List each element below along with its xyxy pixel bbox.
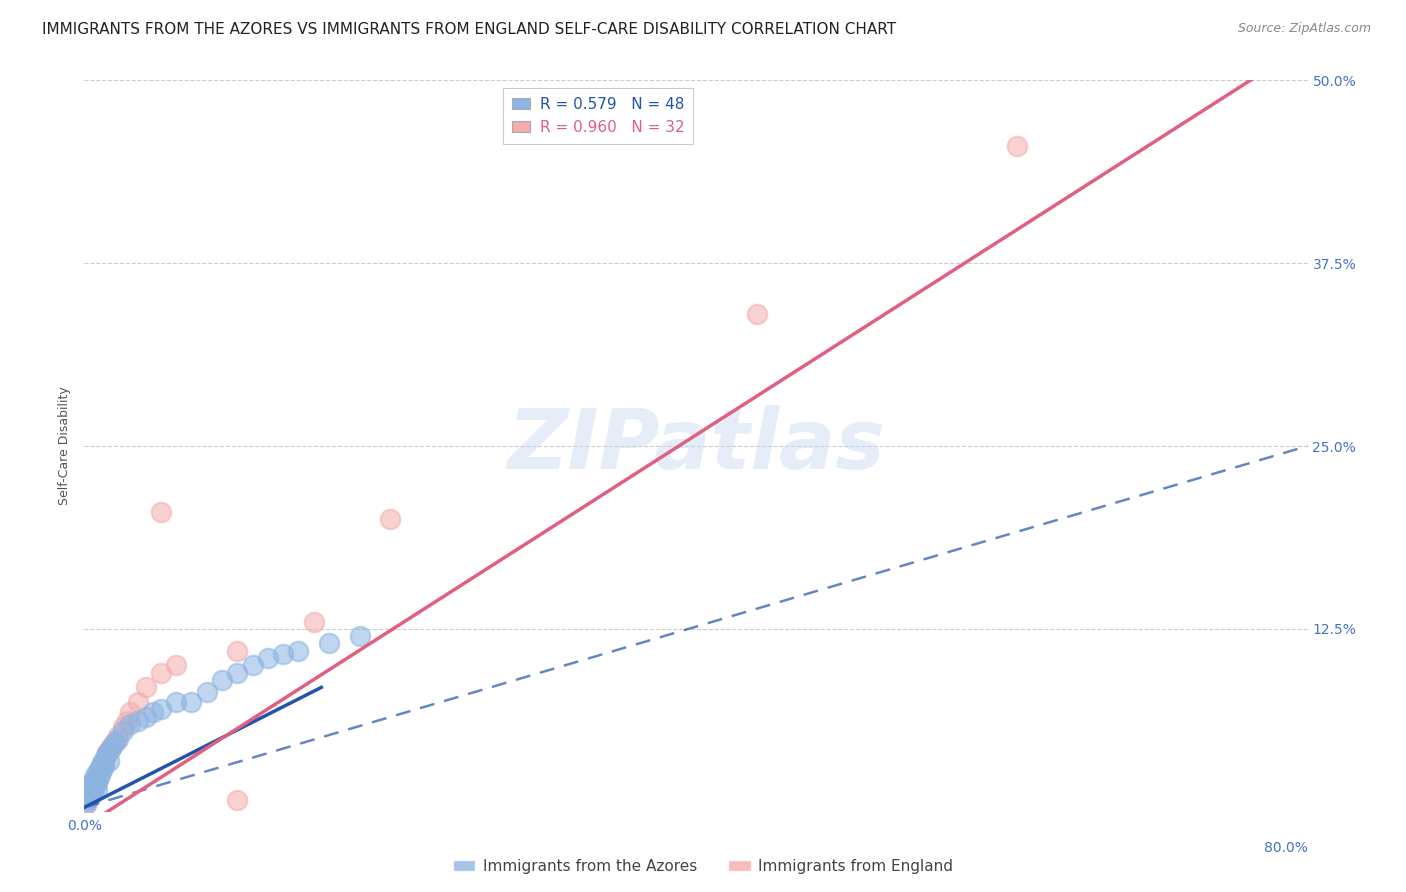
Point [349, 629, 371, 643]
Point [142, 705, 165, 719]
Point [180, 695, 202, 709]
Point [90, 764, 112, 778]
Text: IMMIGRANTS FROM THE AZORES VS IMMIGRANTS FROM ENGLAND SELF-CARE DISABILITY CORRE: IMMIGRANTS FROM THE AZORES VS IMMIGRANTS… [42, 22, 896, 37]
Point [86, 775, 108, 789]
Y-axis label: Self-Care Disability: Self-Care Disability [58, 386, 72, 506]
Text: ZIPatlas: ZIPatlas [508, 406, 884, 486]
Legend: Immigrants from the Azores, Immigrants from England: Immigrants from the Azores, Immigrants f… [447, 853, 959, 880]
Point [287, 644, 309, 658]
Point [86, 772, 108, 787]
Point [76, 793, 98, 807]
Point [96, 746, 118, 760]
Point [380, 512, 402, 526]
Point [80, 782, 103, 797]
Point [79, 787, 101, 801]
Point [76, 793, 98, 807]
Point [242, 658, 264, 673]
Text: Source: ZipAtlas.com: Source: ZipAtlas.com [1237, 22, 1371, 36]
Point [226, 793, 249, 807]
Point [83, 778, 105, 792]
Point [149, 702, 172, 716]
Point [318, 636, 340, 650]
Text: 80.0%: 80.0% [1264, 841, 1308, 855]
Point [211, 673, 233, 687]
Point [84, 778, 107, 792]
Point [111, 720, 134, 734]
Point [77, 787, 100, 801]
Point [77, 790, 100, 805]
Point [76, 790, 98, 805]
Point [165, 695, 187, 709]
Point [101, 739, 124, 753]
Point [84, 775, 107, 789]
Point [120, 705, 142, 719]
Point [96, 746, 118, 760]
Point [90, 758, 112, 772]
Point [165, 658, 187, 673]
Point [107, 731, 129, 746]
Point [89, 768, 111, 782]
Point [79, 778, 101, 792]
Point [86, 782, 108, 797]
Point [302, 615, 325, 629]
Point [149, 505, 172, 519]
Point [90, 761, 112, 775]
Point [87, 768, 110, 782]
Point [98, 743, 121, 757]
Point [104, 734, 127, 748]
Point [94, 749, 117, 764]
Point [77, 782, 100, 797]
Point [87, 772, 110, 787]
Point [79, 790, 101, 805]
Point [120, 717, 142, 731]
Point [91, 754, 114, 768]
Point [195, 685, 218, 699]
Point [97, 743, 120, 757]
Legend: R = 0.579   N = 48, R = 0.960   N = 32: R = 0.579 N = 48, R = 0.960 N = 32 [503, 88, 693, 144]
Point [75, 797, 97, 812]
Point [127, 714, 149, 728]
Point [91, 761, 114, 775]
Point [83, 772, 105, 787]
Point [75, 797, 97, 812]
Point [89, 761, 111, 775]
Point [87, 764, 110, 778]
Point [104, 734, 127, 748]
Point [93, 754, 115, 768]
Point [1005, 139, 1028, 153]
Point [107, 729, 129, 743]
Point [83, 782, 105, 797]
Point [149, 665, 172, 680]
Point [84, 768, 107, 782]
Point [101, 739, 124, 753]
Point [127, 695, 149, 709]
Point [271, 647, 294, 661]
Point [93, 758, 115, 772]
Point [89, 764, 111, 778]
Point [226, 644, 249, 658]
Point [135, 681, 157, 695]
Point [91, 758, 114, 772]
Point [111, 724, 134, 739]
Point [97, 754, 120, 768]
Point [80, 787, 103, 801]
Point [257, 651, 280, 665]
Point [135, 709, 157, 723]
Point [115, 714, 138, 728]
Point [226, 665, 249, 680]
Point [747, 307, 769, 321]
Point [80, 775, 103, 789]
